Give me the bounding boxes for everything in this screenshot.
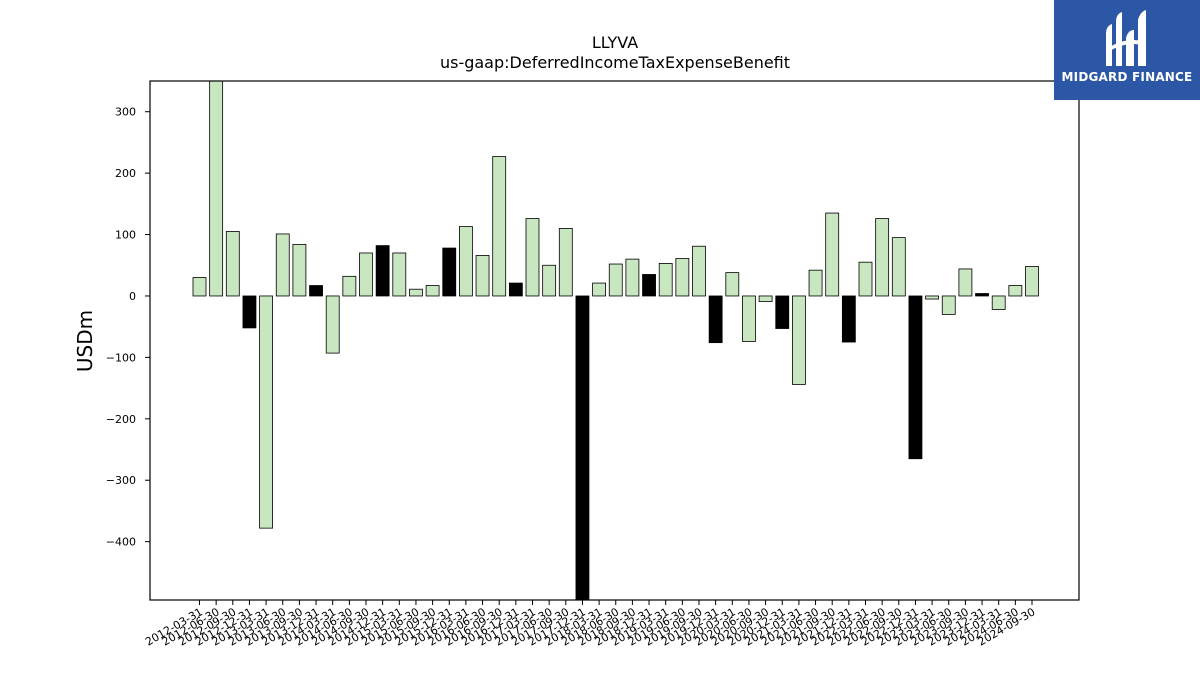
chart-title: LLYVA [592, 33, 638, 52]
bar-2014-09-30 [359, 252, 373, 297]
bar-2012-06-30 [209, 81, 224, 297]
y-tick-label: −200 [106, 413, 136, 426]
bar-2021-06-30 [808, 269, 823, 297]
bar-2024-06-30 [1008, 285, 1023, 297]
bar-2014-06-30 [342, 275, 357, 297]
y-tick-label: −100 [106, 351, 136, 364]
bar-2012-03-31 [192, 277, 207, 297]
bar-2018-09-30 [625, 258, 640, 297]
plot-frame [149, 80, 1080, 601]
bar-2015-12-31 [442, 247, 457, 297]
brand-name: MIDGARD FINANCE [1061, 70, 1193, 84]
bar-2019-03-31 [658, 263, 673, 297]
bar-2021-09-30 [825, 212, 840, 297]
bar-2016-12-31 [508, 282, 523, 297]
y-tick-label: 0 [129, 290, 136, 303]
bar-2022-12-31 [908, 295, 923, 460]
bar-2016-03-31 [458, 226, 473, 297]
y-axis-label: USDm [73, 310, 97, 372]
bar-2013-12-31 [309, 285, 323, 297]
x-axis-ticks: 2012-03-312012-06-302012-09-302012-12-31… [143, 600, 1038, 649]
bar-2018-03-31 [592, 282, 606, 297]
bar-2019-06-30 [675, 258, 690, 297]
bar-2023-09-30 [958, 268, 973, 297]
chart-subtitle: us-gaap:DeferredIncomeTaxExpenseBenefit [440, 53, 790, 72]
bar-2014-03-31 [325, 295, 340, 354]
bar-2017-12-31 [575, 295, 590, 600]
bar-2013-06-30 [275, 233, 290, 297]
bar-2022-09-30 [891, 237, 906, 297]
bar-2017-03-31 [525, 218, 540, 297]
bar-2018-12-31 [642, 274, 656, 297]
bar-2018-06-30 [608, 263, 623, 297]
bar-2024-03-31 [991, 295, 1006, 310]
y-tick-label: −400 [106, 536, 136, 549]
bar-2012-09-30 [225, 231, 240, 297]
bar-2021-12-31 [841, 295, 856, 343]
bar-2013-09-30 [292, 243, 307, 297]
bars-group [192, 81, 1039, 600]
bar-2019-12-31 [708, 295, 723, 344]
bar-2021-03-31 [792, 295, 806, 385]
bar-2019-09-30 [692, 245, 706, 297]
bar-2015-06-30 [409, 288, 423, 297]
bar-2020-09-30 [758, 295, 773, 302]
bar-2023-12-31 [975, 293, 989, 297]
y-axis-ticks: 300 200 100 0 −100 −200 −300 −400 [106, 106, 150, 549]
bar-2024-09-30 [1025, 266, 1039, 297]
y-tick-label: 100 [115, 229, 136, 242]
bar-2020-06-30 [742, 295, 756, 342]
bar-2017-09-30 [558, 228, 573, 297]
brand-logo: MIDGARD FINANCE [1054, 0, 1200, 100]
bar-2015-09-30 [425, 285, 440, 297]
bar-2017-06-30 [542, 264, 557, 297]
y-tick-label: 200 [115, 167, 136, 180]
bar-2014-12-31 [375, 245, 390, 297]
bar-2016-06-30 [475, 255, 490, 297]
bar-2012-12-31 [242, 295, 257, 329]
bar-2015-03-31 [392, 252, 407, 297]
bar-2022-06-30 [875, 218, 890, 297]
bar-2022-03-31 [858, 261, 873, 297]
bar-2023-03-31 [925, 295, 939, 300]
y-tick-label: −300 [106, 474, 136, 487]
bar-2020-12-31 [775, 295, 790, 329]
bar-2020-03-31 [725, 272, 740, 297]
bar-2023-06-30 [941, 295, 956, 315]
y-tick-label: 300 [115, 106, 136, 119]
bar-2016-09-30 [492, 156, 507, 297]
midgard-logo-icon [1106, 10, 1146, 66]
bar-2013-03-31 [259, 295, 274, 529]
